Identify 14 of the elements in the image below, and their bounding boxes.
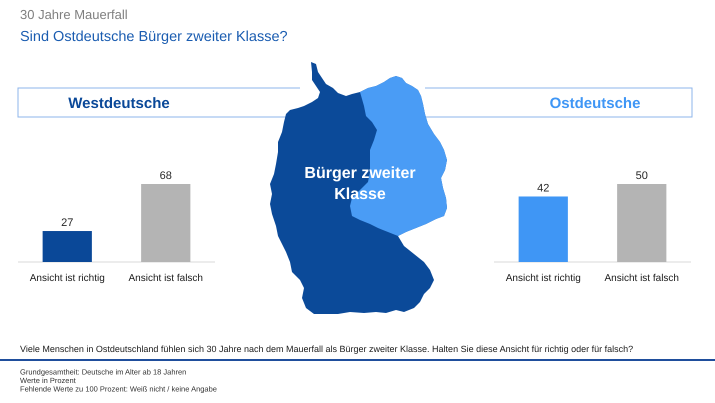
data-label: 50: [636, 170, 648, 182]
data-label: 27: [61, 217, 74, 230]
text: Viele Menschen in Ostdeutschland fühlen sich 30 Jahre nach dem Mauerfall als Bürger zweiter Klasse. Halten Sie diese Ansicht für richtig oder für falsch?: [20, 344, 634, 354]
text: Bürger zweiter Klasse: [304, 165, 416, 203]
text: Sind Ostdeutsche Bürger zweiter Klasse?: [20, 29, 288, 45]
text: 30 Jahre Mauerfall: [20, 7, 128, 22]
x-tick-label: Ansicht ist richtig: [30, 273, 105, 284]
data-label: 68: [160, 170, 172, 182]
chart-title: Ostdeutsche: [550, 95, 640, 112]
chart-title: Westdeutsche: [68, 95, 170, 112]
x-tick-label: Ansicht ist falsch: [128, 273, 203, 284]
x-tick-label: Ansicht ist falsch: [604, 273, 679, 284]
x-tick-label: Ansicht ist richtig: [506, 273, 581, 284]
data-label: 42: [537, 182, 550, 194]
